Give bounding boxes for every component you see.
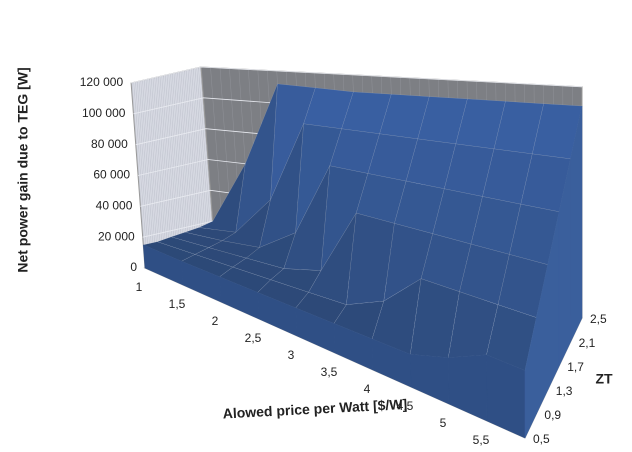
x-axis-title: Alowed price per Watt [$/W]	[222, 396, 407, 422]
front-skirt	[410, 354, 450, 405]
x-tick-label: 1	[136, 280, 143, 294]
y-tick-label: 20 000	[98, 229, 135, 243]
y-axis-title: Net power gain due to TEG [W]	[15, 67, 31, 272]
z-tick-label: 0,9	[544, 408, 561, 422]
x-tick-label: 4	[364, 382, 371, 396]
y-tick-label: 80 000	[91, 137, 128, 151]
x-tick-label: 1,5	[169, 297, 186, 311]
x-tick-label: 3	[288, 348, 295, 362]
side-skirt	[570, 105, 583, 343]
y-tick-label: 60 000	[93, 168, 130, 182]
z-tick-label: 1,3	[556, 384, 573, 398]
grid-line	[131, 66, 583, 88]
x-tick-label: 3,5	[321, 365, 338, 379]
z-tick-label: 1,7	[567, 360, 584, 374]
x-tick-label: 5,5	[473, 433, 490, 447]
x-tick-label: 6	[516, 450, 523, 452]
surface	[142, 83, 583, 439]
front-skirt	[448, 354, 488, 422]
y-tick-label: 40 000	[96, 199, 133, 213]
z-axis-title: ZT	[595, 371, 613, 387]
y-tick-label: 0	[130, 260, 137, 274]
y-tick-label: 100 000	[82, 106, 126, 120]
x-tick-label: 5	[440, 416, 447, 430]
z-tick-label: 2,5	[590, 312, 607, 326]
y-tick-label: 120 000	[80, 75, 124, 89]
x-tick-label: 2,5	[245, 331, 262, 345]
z-tick-label: 2,1	[579, 336, 596, 350]
z-tick-label: 0,5	[533, 432, 550, 446]
x-tick-label: 2	[212, 314, 219, 328]
x-tick-label: 4,5	[397, 399, 414, 413]
